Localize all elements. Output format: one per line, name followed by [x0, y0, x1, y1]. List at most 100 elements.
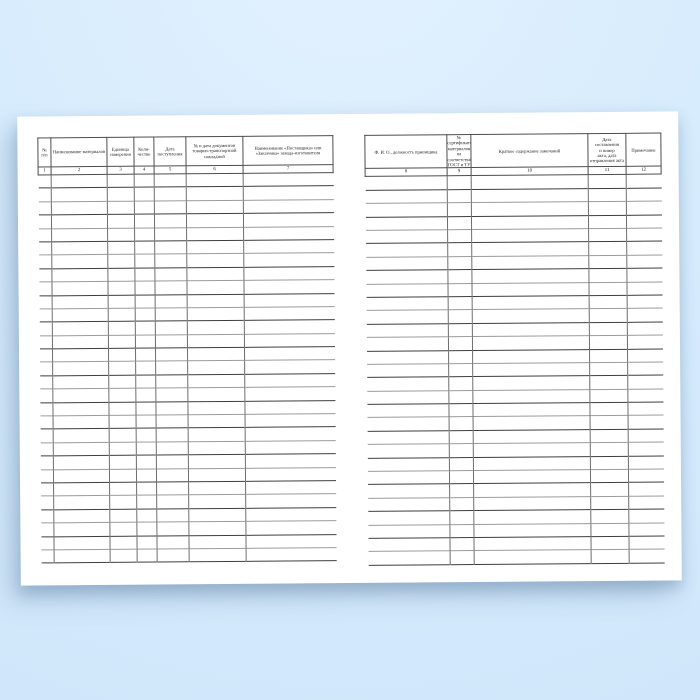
blank-cell — [472, 362, 590, 377]
blank-cell — [135, 321, 156, 335]
blank-cell — [156, 521, 189, 536]
blank-cell — [187, 400, 246, 415]
blank-cell — [626, 187, 662, 202]
column-number: 3 — [107, 166, 135, 175]
blank-cell — [154, 240, 187, 255]
blank-cell — [108, 294, 136, 309]
blank-cell — [39, 349, 52, 362]
blank-cell — [449, 524, 474, 538]
blank-cell — [51, 201, 108, 216]
blank-cell — [245, 480, 336, 495]
blank-cell — [154, 280, 188, 295]
journal-open-spread: № п/п Наименование материалов Единица из… — [17, 111, 682, 586]
blank-cell — [187, 374, 245, 389]
blank-cell — [244, 373, 335, 388]
blank-cell — [39, 269, 52, 282]
blank-cell — [367, 457, 449, 471]
blank-cell — [110, 549, 138, 563]
blank-cell — [246, 547, 337, 562]
blank-cell — [588, 214, 627, 229]
blank-cell — [136, 468, 157, 483]
blank-cell — [53, 415, 110, 430]
blank-cell — [107, 267, 135, 282]
blank-cell — [627, 388, 663, 403]
blank-cell — [41, 523, 54, 536]
blank-cell — [109, 415, 137, 429]
blank-cell — [447, 242, 472, 257]
blank-cell — [450, 550, 475, 565]
blank-cell — [589, 308, 628, 323]
blank-cell — [471, 215, 589, 230]
blank-cell — [244, 346, 335, 361]
blank-cell — [188, 427, 246, 442]
blank-cell — [107, 241, 135, 255]
blank-cell — [154, 213, 187, 228]
blank-cell — [590, 482, 629, 497]
blank-cell — [134, 174, 155, 188]
blank-cell — [473, 429, 591, 444]
blank-cell — [626, 241, 662, 256]
blank-cell — [155, 347, 188, 362]
blank-cell — [108, 348, 136, 362]
blank-cell — [109, 468, 137, 483]
column-header-remarks-summary: Краткое содержание замечаний — [470, 133, 589, 168]
blank-cell — [51, 241, 108, 256]
blank-cell — [366, 310, 448, 324]
blank-cell — [471, 188, 589, 203]
blank-cell — [52, 335, 109, 349]
blank-cell — [449, 510, 474, 525]
blank-cell — [40, 456, 53, 469]
blank-cell — [471, 201, 589, 217]
column-header-waybill-doc: № и дата документов товарно-транспортной… — [185, 136, 244, 166]
blank-cell — [245, 427, 336, 442]
blank-cell — [367, 350, 449, 364]
blank-cell — [628, 442, 664, 456]
blank-cell — [589, 295, 628, 309]
blank-cell — [186, 213, 244, 228]
blank-cell — [367, 431, 449, 445]
blank-cell — [154, 187, 187, 201]
blank-cell — [134, 214, 155, 228]
blank-cell — [245, 493, 336, 509]
blank-cell — [449, 483, 474, 498]
blank-cell — [155, 361, 188, 375]
blank-cell — [628, 469, 664, 483]
blank-cell — [365, 216, 447, 230]
blank-cell — [187, 387, 245, 402]
blank-cell — [154, 200, 187, 215]
blank-cell — [52, 375, 109, 390]
blank-cell — [108, 375, 136, 389]
blank-cell — [154, 254, 187, 268]
blank-cell — [244, 386, 335, 401]
blank-cell — [156, 481, 189, 496]
blank-cell — [449, 457, 474, 471]
blank-cell — [188, 481, 246, 496]
blank-cell — [245, 440, 336, 455]
blank-cell — [245, 520, 336, 535]
blank-cell — [109, 495, 137, 510]
blank-cell — [187, 347, 245, 362]
blank-cell — [39, 228, 52, 241]
blank-cell — [448, 296, 473, 311]
blank-cell — [156, 468, 189, 483]
blank-cell — [188, 494, 246, 509]
column-number: 9 — [447, 167, 472, 177]
blank-cell — [365, 190, 447, 204]
blank-cell — [136, 535, 158, 550]
blank-cell — [589, 362, 628, 376]
blank-cell — [108, 388, 136, 403]
blank-cell — [590, 455, 629, 470]
column-number: 1 — [38, 166, 52, 175]
blank-cell — [472, 402, 591, 418]
blank-cell — [366, 337, 448, 351]
blank-cell — [243, 239, 334, 254]
blank-cell — [471, 268, 589, 284]
blank-cell — [109, 508, 137, 523]
blank-cell — [107, 227, 135, 242]
blank-cell — [156, 508, 189, 523]
blank-cell — [154, 267, 187, 282]
blank-cell — [590, 429, 629, 443]
blank-cell — [108, 401, 137, 416]
blank-cell — [626, 201, 662, 215]
blank-cell — [187, 334, 245, 348]
